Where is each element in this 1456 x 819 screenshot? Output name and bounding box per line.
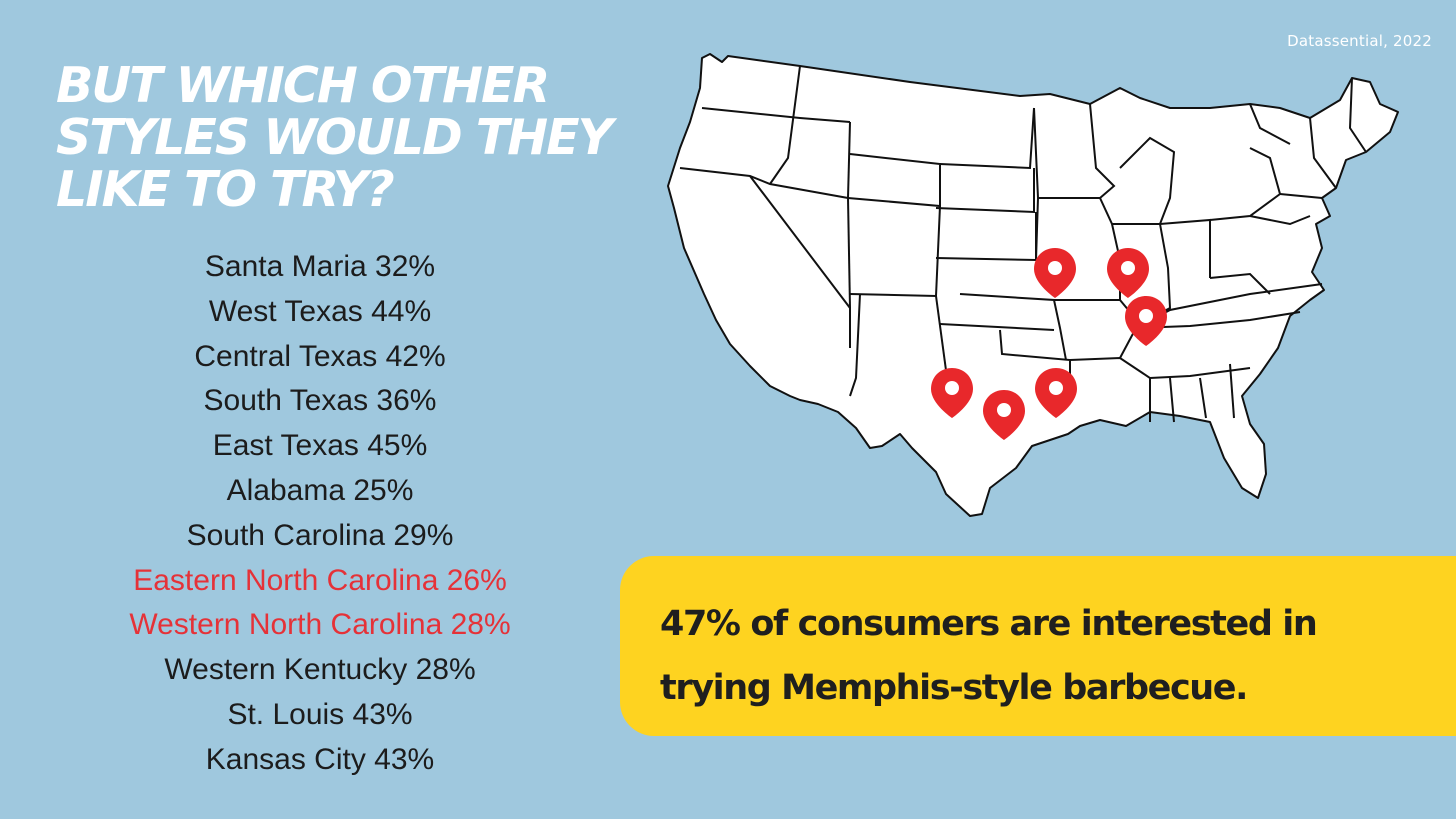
headline-line-2: STYLES WOULD THEY: [56, 109, 613, 166]
list-item: Kansas City 43%: [205, 742, 435, 776]
headline-line-3: LIKE TO TRY?: [56, 161, 395, 218]
callout-box: 47% of consumers are interested in tryin…: [620, 556, 1456, 736]
headline: BUT WHICH OTHER STYLES WOULD THEY LIKE T…: [56, 60, 656, 216]
list-item: Santa Maria 32%: [204, 250, 436, 283]
list-item: Western Kentucky 28%: [164, 653, 476, 687]
list-item: Eastern North Carolina 26%: [133, 563, 507, 597]
list-item: Alabama 25%: [226, 473, 414, 507]
callout-line-1: 47% of consumers are interested in: [660, 604, 1318, 644]
us-map: [650, 48, 1420, 528]
list-item: South Texas 36%: [203, 384, 437, 418]
list-item: West Texas 44%: [208, 294, 432, 328]
list-item: St. Louis 43%: [227, 697, 413, 731]
us-map-graphic: [667, 53, 1399, 517]
state-borders: [679, 65, 1367, 423]
callout-line-2: trying Memphis-style barbecue.: [660, 668, 1248, 708]
location-pins: [931, 248, 1167, 440]
pin-icon: [1107, 248, 1149, 298]
list-item: East Texas 45%: [212, 429, 428, 463]
pin-icon: [1034, 248, 1076, 298]
list-item: Central Texas 42%: [194, 339, 446, 373]
us-outline: [667, 53, 1399, 517]
pin-icon: [931, 368, 973, 418]
list-item: Western North Carolina 28%: [129, 608, 511, 642]
list-item: South Carolina 29%: [186, 518, 454, 552]
pin-icon: [1035, 368, 1077, 418]
source-credit: Datassential, 2022: [1287, 32, 1432, 50]
pin-icon: [983, 390, 1025, 440]
bbq-styles-list: Santa Maria 32% West Texas 44% Central T…: [40, 245, 600, 783]
pin-icon: [1125, 296, 1167, 346]
headline-line-1: BUT WHICH OTHER: [56, 57, 550, 114]
